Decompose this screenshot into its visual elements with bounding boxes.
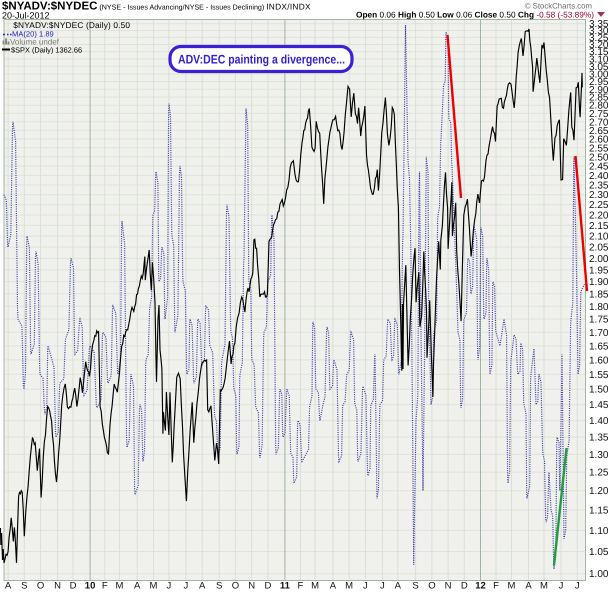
svg-text:2.60: 2.60 xyxy=(589,134,609,145)
svg-text:2.10: 2.10 xyxy=(589,232,609,243)
svg-text:O: O xyxy=(232,581,239,591)
svg-text:F: F xyxy=(102,581,108,591)
svg-text:J: J xyxy=(363,581,368,591)
svg-text:J: J xyxy=(559,581,564,591)
svg-text:1.55: 1.55 xyxy=(589,370,609,381)
svg-text:A: A xyxy=(525,581,532,591)
svg-text:S: S xyxy=(412,581,418,591)
svg-text:A: A xyxy=(199,581,206,591)
svg-text:1.65: 1.65 xyxy=(589,341,609,352)
svg-text:M: M xyxy=(540,581,548,591)
svg-text:N: N xyxy=(445,581,452,591)
svg-text:1.05: 1.05 xyxy=(589,547,609,558)
svg-text:MA(20) 1.89: MA(20) 1.89 xyxy=(12,30,54,39)
svg-text:J: J xyxy=(575,581,580,591)
svg-text:1.95: 1.95 xyxy=(589,265,609,276)
svg-text:1.00: 1.00 xyxy=(589,569,609,580)
svg-text:1.85: 1.85 xyxy=(589,289,609,300)
svg-text:1.10: 1.10 xyxy=(589,526,609,537)
svg-text:2.90: 2.90 xyxy=(589,85,609,96)
svg-text:O: O xyxy=(37,581,44,591)
svg-text:2.00: 2.00 xyxy=(589,254,609,265)
svg-text:Volume undef: Volume undef xyxy=(10,38,60,47)
svg-text:3.25: 3.25 xyxy=(589,33,609,44)
svg-text:2.35: 2.35 xyxy=(589,180,609,191)
svg-text:A: A xyxy=(395,581,402,591)
svg-text:N: N xyxy=(54,581,61,591)
svg-text:D: D xyxy=(264,581,271,591)
svg-text:1.50: 1.50 xyxy=(589,385,609,396)
svg-text:1.75: 1.75 xyxy=(589,315,609,326)
svg-text:$NYADV:$NYDEC (Daily) 0.50: $NYADV:$NYDEC (Daily) 0.50 xyxy=(13,20,130,30)
svg-text:2.85: 2.85 xyxy=(589,93,609,104)
svg-text:1.45: 1.45 xyxy=(589,400,609,411)
svg-text:A: A xyxy=(330,581,337,591)
svg-text:3.35: 3.35 xyxy=(589,19,609,30)
svg-text:2.70: 2.70 xyxy=(589,117,609,128)
svg-text:M: M xyxy=(345,581,353,591)
svg-text:3.20: 3.20 xyxy=(589,40,609,51)
svg-text:S: S xyxy=(216,581,222,591)
svg-text:3.15: 3.15 xyxy=(589,47,609,58)
svg-text:F: F xyxy=(493,581,499,591)
svg-text:N: N xyxy=(248,581,255,591)
svg-text:3.10: 3.10 xyxy=(589,54,609,65)
svg-text:20-Jul-2012: 20-Jul-2012 xyxy=(2,11,50,21)
svg-text:1.35: 1.35 xyxy=(589,433,609,444)
svg-text:1.30: 1.30 xyxy=(589,450,609,461)
svg-text:ADV:DEC painting a divergence.: ADV:DEC painting a divergence... xyxy=(178,53,345,67)
svg-text:2.40: 2.40 xyxy=(589,171,609,182)
svg-text:Open 0.06 High 0.50 Low 0.06 C: Open 0.06 High 0.50 Low 0.06 Close 0.50 … xyxy=(356,10,594,20)
svg-text:2.50: 2.50 xyxy=(589,152,609,163)
svg-text:A: A xyxy=(134,581,141,591)
svg-text:2.15: 2.15 xyxy=(589,221,609,232)
svg-text:M: M xyxy=(311,581,319,591)
svg-text:1.90: 1.90 xyxy=(589,277,609,288)
svg-text:3.05: 3.05 xyxy=(589,62,609,73)
svg-text:11: 11 xyxy=(280,581,291,591)
svg-text:2.30: 2.30 xyxy=(589,190,609,201)
svg-text:1.40: 1.40 xyxy=(589,416,609,427)
svg-text:M: M xyxy=(508,581,516,591)
svg-text:J: J xyxy=(380,581,385,591)
svg-text:3.00: 3.00 xyxy=(589,69,609,80)
svg-text:2.55: 2.55 xyxy=(589,143,609,154)
svg-text:M: M xyxy=(115,581,123,591)
svg-text:$SPX (Daily) 1362.66: $SPX (Daily) 1362.66 xyxy=(11,46,82,55)
svg-text:© StockCharts.com: © StockCharts.com xyxy=(525,2,592,11)
svg-text:1.60: 1.60 xyxy=(589,355,609,366)
svg-text:1.70: 1.70 xyxy=(589,328,609,339)
svg-text:S: S xyxy=(21,581,27,591)
svg-text:1.25: 1.25 xyxy=(589,468,609,479)
svg-text:D: D xyxy=(461,581,468,591)
svg-text:1.20: 1.20 xyxy=(589,486,609,497)
svg-text:10: 10 xyxy=(85,581,96,591)
svg-text:D: D xyxy=(70,581,77,591)
svg-text:2.65: 2.65 xyxy=(589,126,609,137)
svg-text:12: 12 xyxy=(475,581,486,591)
svg-text:3.30: 3.30 xyxy=(589,26,609,37)
svg-text:A: A xyxy=(5,581,12,591)
svg-text:1.80: 1.80 xyxy=(589,302,609,313)
svg-text:O: O xyxy=(428,581,435,591)
svg-text:2.45: 2.45 xyxy=(589,162,609,173)
svg-text:J: J xyxy=(184,581,189,591)
svg-text:J: J xyxy=(167,581,172,591)
svg-text:2.95: 2.95 xyxy=(589,77,609,88)
svg-text:2.75: 2.75 xyxy=(589,109,609,120)
svg-text:2.05: 2.05 xyxy=(589,243,609,254)
svg-text:2.20: 2.20 xyxy=(589,211,609,222)
svg-text:2.80: 2.80 xyxy=(589,101,609,112)
svg-text:F: F xyxy=(297,581,303,591)
svg-text:1.15: 1.15 xyxy=(589,506,609,517)
svg-text:M: M xyxy=(150,581,158,591)
svg-text:$NYADV:$NYDEC (NYSE - Issues A: $NYADV:$NYDEC (NYSE - Issues Advancing/N… xyxy=(2,1,311,13)
svg-text:2.25: 2.25 xyxy=(589,200,609,211)
